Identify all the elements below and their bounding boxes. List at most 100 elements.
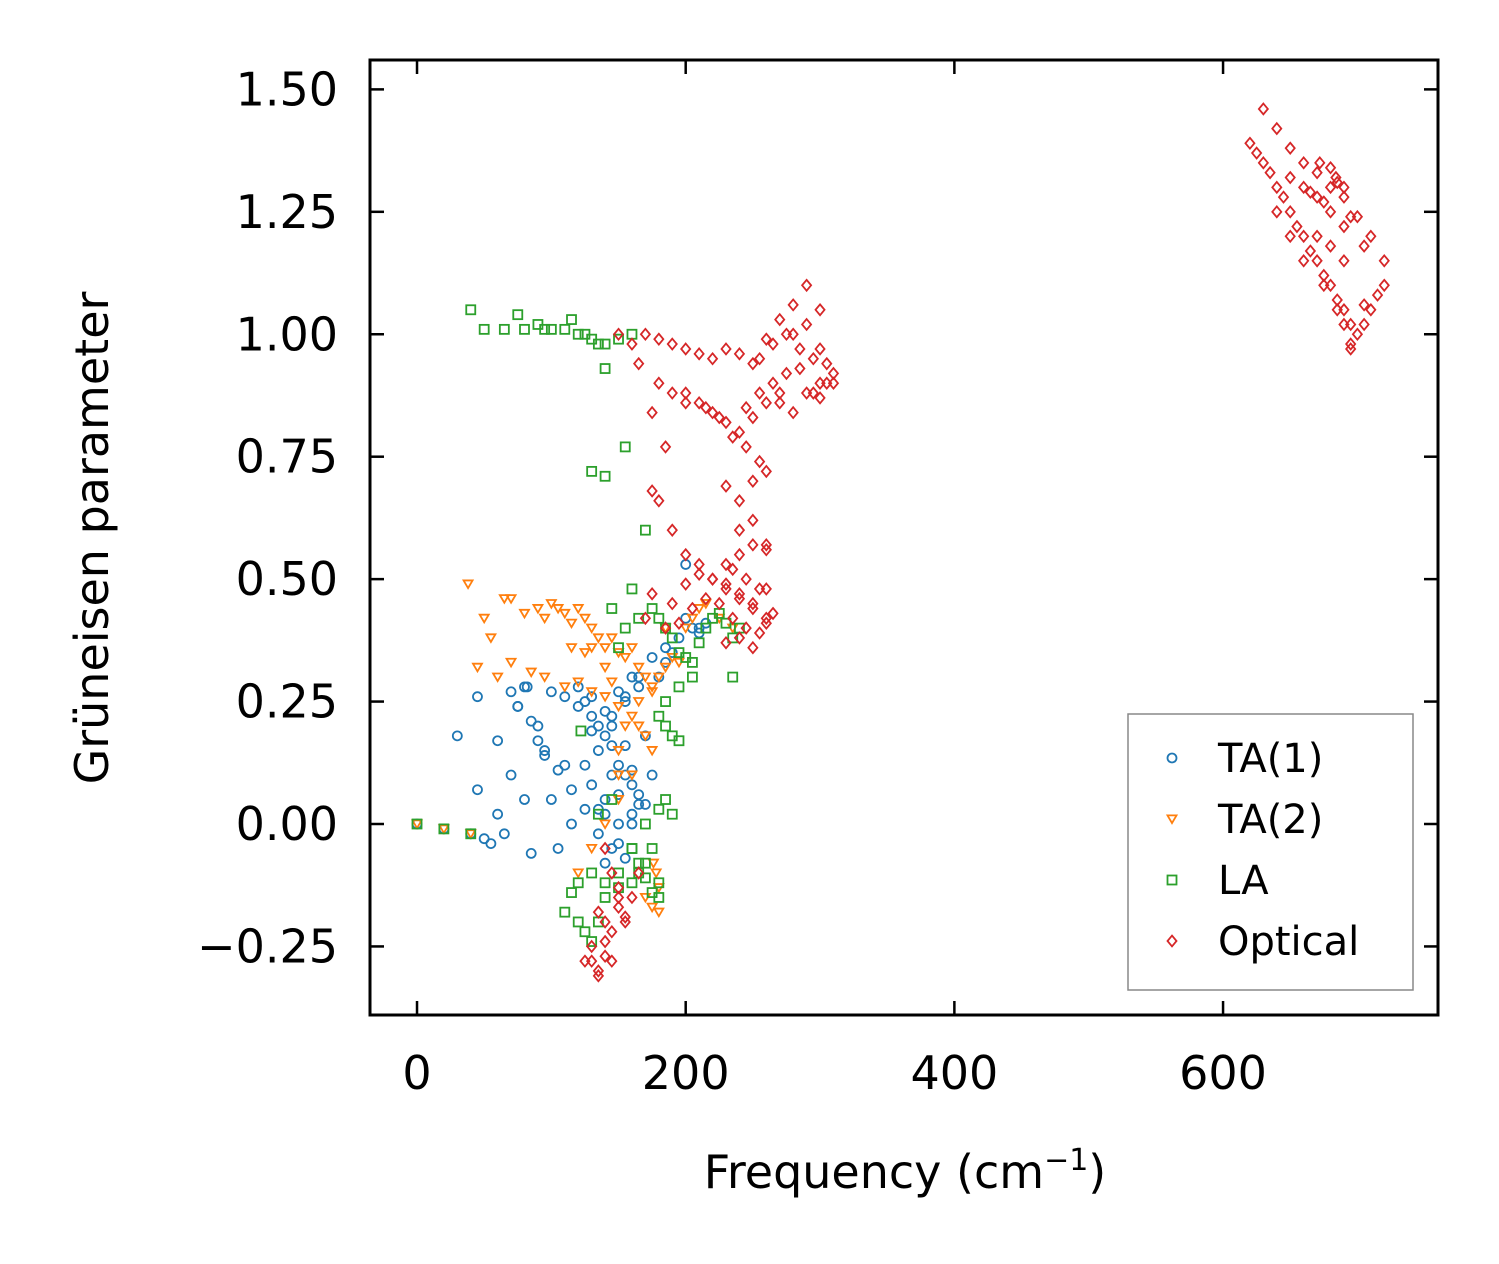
data-point xyxy=(505,769,517,781)
data-point xyxy=(1324,205,1337,219)
data-point xyxy=(410,819,424,830)
data-point xyxy=(619,721,632,732)
data-point xyxy=(579,759,591,771)
data-point xyxy=(1378,253,1390,268)
x-tick-label: 200 xyxy=(642,1046,730,1100)
data-point xyxy=(639,731,652,742)
data-point xyxy=(693,396,705,410)
data-point xyxy=(504,594,518,605)
data-point xyxy=(687,671,698,683)
data-point xyxy=(545,323,557,335)
y-axis-label: Grüneisen parameter xyxy=(65,291,119,784)
data-point xyxy=(613,642,624,654)
data-point xyxy=(659,621,672,635)
data-point xyxy=(1311,165,1323,180)
data-point xyxy=(1324,160,1337,175)
data-point xyxy=(599,892,611,903)
data-point xyxy=(545,794,557,805)
data-point xyxy=(760,611,772,626)
data-point xyxy=(1331,302,1343,317)
data-point xyxy=(626,764,638,776)
data-point xyxy=(747,356,759,371)
data-point xyxy=(1371,288,1384,302)
data-point xyxy=(1358,239,1370,253)
x-axis-label-close: ) xyxy=(1088,1145,1106,1199)
data-point xyxy=(465,828,477,840)
data-point xyxy=(727,671,739,683)
data-point xyxy=(760,464,772,479)
data-point xyxy=(780,366,793,381)
data-point xyxy=(1271,121,1283,136)
data-point xyxy=(1338,190,1350,204)
data-point xyxy=(680,547,692,562)
data-point xyxy=(525,847,537,859)
data-point xyxy=(1264,165,1276,180)
data-point xyxy=(612,701,625,713)
data-point xyxy=(592,338,604,350)
data-point xyxy=(740,400,752,415)
data-point xyxy=(639,327,652,342)
data-point xyxy=(612,900,625,915)
data-point xyxy=(639,872,651,884)
data-point xyxy=(787,327,799,342)
data-point xyxy=(492,808,504,820)
data-point xyxy=(720,479,732,493)
data-point xyxy=(572,677,585,688)
data-point xyxy=(1318,195,1330,209)
data-point xyxy=(559,906,571,918)
legend-item-optical: Optical xyxy=(1166,919,1359,965)
data-point xyxy=(586,465,598,477)
data-point xyxy=(713,596,725,611)
data-point xyxy=(478,323,490,335)
data-point xyxy=(747,410,759,425)
data-point xyxy=(592,969,605,983)
data-point xyxy=(1250,146,1263,160)
data-point xyxy=(465,304,477,316)
data-point xyxy=(1284,229,1296,244)
legend-marker xyxy=(1166,874,1178,886)
data-point xyxy=(760,582,772,596)
data-point xyxy=(660,720,671,732)
data-point xyxy=(613,759,624,771)
data-point xyxy=(1351,327,1364,342)
data-point xyxy=(680,342,692,356)
data-point xyxy=(646,652,658,663)
data-point xyxy=(720,557,732,572)
data-point xyxy=(626,890,638,905)
data-point xyxy=(519,794,530,805)
data-point xyxy=(720,635,732,650)
data-point xyxy=(740,621,752,635)
series-la xyxy=(411,304,745,947)
data-point xyxy=(647,858,660,870)
data-point xyxy=(575,725,587,737)
data-point xyxy=(1358,298,1370,312)
data-point xyxy=(646,603,658,614)
data-point xyxy=(720,342,732,356)
data-point xyxy=(592,964,605,978)
data-point xyxy=(1314,156,1326,170)
data-point xyxy=(599,877,611,889)
data-point xyxy=(552,604,565,615)
x-tick-label: 600 xyxy=(1179,1046,1267,1100)
data-point xyxy=(660,656,671,668)
y-tick-label: 1.25 xyxy=(236,185,338,239)
data-point xyxy=(626,877,638,889)
data-point xyxy=(807,351,819,366)
data-point xyxy=(687,656,698,668)
data-point xyxy=(794,342,806,356)
data-point xyxy=(498,323,510,335)
data-point xyxy=(586,867,598,879)
data-point xyxy=(646,769,658,781)
data-point xyxy=(599,819,612,830)
data-point xyxy=(727,562,739,577)
data-point xyxy=(626,843,638,854)
data-point xyxy=(653,710,665,722)
data-point xyxy=(539,750,551,761)
data-point xyxy=(653,376,665,391)
data-point xyxy=(625,643,639,654)
legend-marker xyxy=(1165,814,1179,825)
data-point xyxy=(747,601,759,616)
data-point xyxy=(512,309,524,321)
data-point xyxy=(693,347,705,361)
data-point xyxy=(632,697,645,708)
